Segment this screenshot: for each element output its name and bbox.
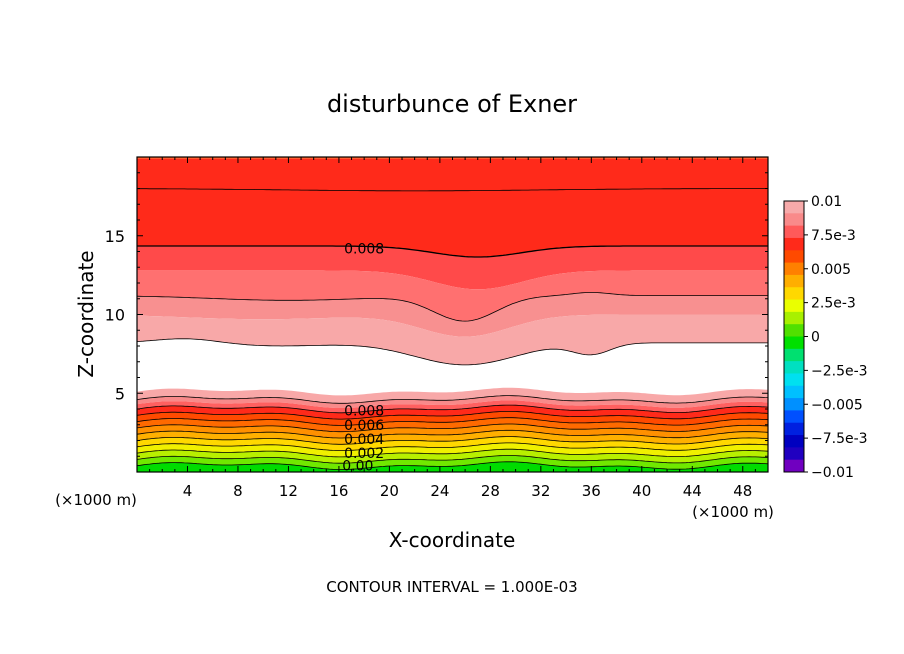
colorbar-swatch bbox=[784, 201, 804, 214]
x-tick-label: 28 bbox=[481, 482, 500, 500]
colorbar-swatch bbox=[784, 250, 804, 264]
y-tick-label: 10 bbox=[105, 306, 125, 325]
colorbar: 0.01 7.5e-3 0.005 2.5e-3 0 −2.5e-3 −0.005 −7.5e… bbox=[783, 194, 868, 481]
contour-line-lower bbox=[136, 423, 769, 433]
contour-label: 0.008 bbox=[344, 404, 384, 420]
contour-line-lower bbox=[136, 410, 769, 420]
colorbar-swatch bbox=[784, 336, 804, 350]
colorbar-swatch bbox=[784, 385, 804, 399]
colorbar-swatch bbox=[784, 410, 804, 424]
colorbar-label: −2.5e-3 bbox=[811, 363, 868, 379]
field-band-upper bbox=[137, 314, 768, 365]
x-axis: 4 8 12 16 20 24 28 32 36 40 44 48 bbox=[149, 157, 756, 500]
contour-interval: CONTOUR INTERVAL = 1.000E-03 bbox=[326, 578, 577, 596]
x-tick-label: 44 bbox=[683, 482, 702, 500]
colorbar-swatch bbox=[784, 435, 804, 448]
x-unit-right: (×1000 m) bbox=[692, 503, 774, 521]
y-tick-label: 15 bbox=[105, 227, 125, 246]
contour-line-upper bbox=[136, 338, 768, 366]
contour-line-lower bbox=[136, 461, 769, 470]
field-band-lower bbox=[137, 395, 768, 408]
colorbar-swatch bbox=[784, 447, 804, 461]
contour-line-lower bbox=[136, 442, 769, 452]
x-tick-label: 24 bbox=[430, 482, 449, 500]
contour-line-upper bbox=[136, 292, 768, 322]
x-tick-label: 8 bbox=[233, 482, 243, 500]
field-band-upper bbox=[137, 188, 768, 257]
x-tick-label: 16 bbox=[329, 482, 348, 500]
field-band-lower bbox=[137, 387, 768, 404]
colorbar-swatch bbox=[784, 287, 804, 301]
contour-line-upper bbox=[137, 188, 769, 192]
contour-line-lower bbox=[136, 436, 769, 445]
contour-lines bbox=[136, 188, 769, 470]
field-band-bottom bbox=[137, 461, 768, 472]
colorbar-swatch bbox=[784, 348, 804, 362]
contour-label: 0.008 bbox=[344, 241, 384, 257]
colorbar-swatch bbox=[784, 262, 804, 276]
colorbar-swatch bbox=[784, 422, 804, 436]
contour-label: 0.006 bbox=[344, 418, 384, 434]
y-tick-label: 5 bbox=[115, 384, 125, 403]
colorbar-swatch bbox=[784, 311, 804, 325]
colorbar-label: −0.01 bbox=[811, 465, 854, 481]
x-tick-label: 20 bbox=[380, 482, 399, 500]
field-band-lower bbox=[137, 400, 768, 413]
colorbar-swatch bbox=[784, 237, 804, 251]
x-tick-label: 48 bbox=[733, 482, 752, 500]
colorbar-swatch bbox=[784, 274, 804, 288]
colorbar-label: 0 bbox=[811, 330, 820, 346]
contour-label: 0.004 bbox=[344, 432, 384, 448]
colorbar-swatch bbox=[784, 225, 804, 239]
contour-line-lower bbox=[136, 429, 769, 439]
y-axis-label: Z-coordinate bbox=[74, 250, 98, 377]
x-tick-label: 12 bbox=[279, 482, 298, 500]
colorbar-swatch bbox=[784, 459, 804, 473]
contour-label: 0.002 bbox=[344, 446, 384, 462]
field-band-upper bbox=[137, 246, 768, 290]
colorbar-swatch bbox=[784, 213, 804, 227]
contour-label: 0.00 bbox=[342, 459, 373, 475]
contour-line-lower bbox=[136, 455, 769, 464]
x-unit-left: (×1000 m) bbox=[55, 491, 137, 509]
colorbar-swatch bbox=[784, 373, 804, 387]
field-band-upper bbox=[137, 292, 768, 337]
contour-line-lower bbox=[136, 417, 769, 426]
colorbar-label: 0.005 bbox=[811, 262, 851, 278]
x-tick-label: 32 bbox=[531, 482, 550, 500]
colorbar-label: 0.01 bbox=[811, 194, 842, 210]
chart-title: disturbunce of Exner bbox=[327, 90, 577, 118]
contour-line-lower bbox=[136, 395, 769, 404]
x-tick-label: 40 bbox=[632, 482, 651, 500]
colorbar-swatch bbox=[784, 361, 804, 374]
field-band-upper bbox=[137, 158, 768, 191]
colorbar-swatch bbox=[784, 398, 804, 411]
colorbar-label: −7.5e-3 bbox=[811, 431, 868, 447]
x-axis-label: X-coordinate bbox=[389, 528, 516, 552]
colorbar-label: 7.5e-3 bbox=[811, 228, 856, 244]
colorbar-swatch bbox=[784, 299, 804, 313]
colorbar-label: −0.005 bbox=[811, 397, 863, 413]
x-tick-label: 4 bbox=[183, 482, 193, 500]
colorbar-label: 2.5e-3 bbox=[811, 296, 856, 312]
contour-line-upper bbox=[137, 245, 768, 258]
field-band-upper bbox=[137, 270, 768, 322]
x-tick-label: 36 bbox=[582, 482, 601, 500]
contour-line-lower bbox=[136, 448, 769, 458]
colorbar-swatch bbox=[784, 324, 804, 337]
y-axis: 5 10 15 bbox=[105, 172, 768, 457]
contour-line-lower bbox=[136, 404, 769, 414]
